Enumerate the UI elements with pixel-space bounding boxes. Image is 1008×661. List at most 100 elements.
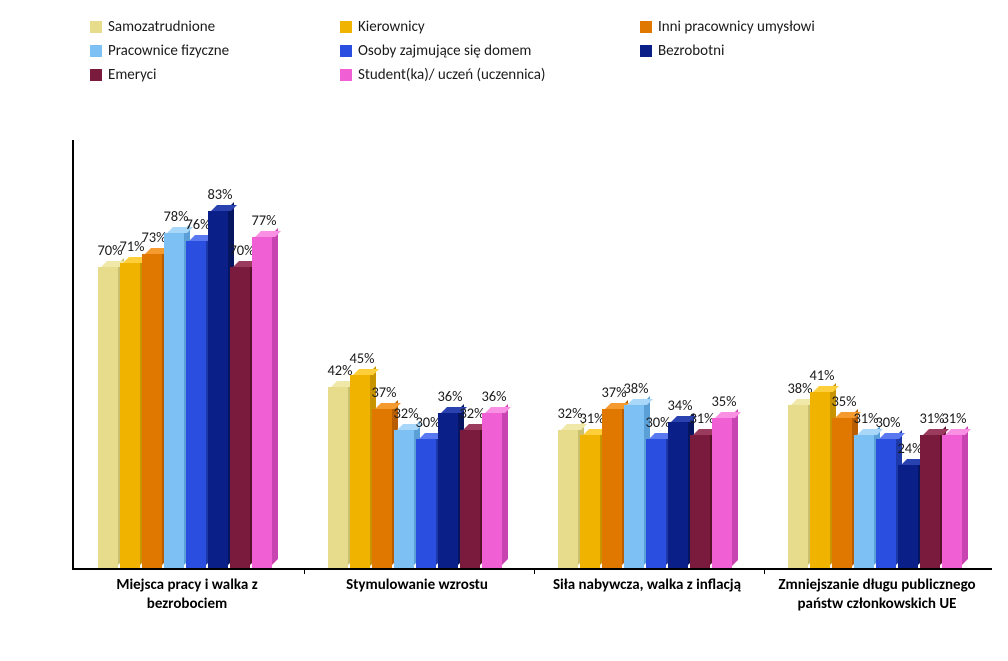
bar-face-front xyxy=(646,439,666,568)
bar-value-label: 35% xyxy=(703,392,745,410)
legend-item: Bezrobotni xyxy=(640,42,920,60)
bar: 31% xyxy=(580,435,600,568)
legend-swatch xyxy=(340,69,352,81)
bar-value-label: 36% xyxy=(473,387,515,405)
axis-tick xyxy=(304,568,305,574)
bar-face-front xyxy=(558,430,578,568)
bar: 30% xyxy=(416,439,436,568)
bar: 31% xyxy=(690,435,710,568)
bar-face-front xyxy=(810,392,830,568)
legend-swatch xyxy=(640,21,652,33)
bar: 31% xyxy=(920,435,940,568)
bar: 30% xyxy=(646,439,666,568)
axis-tick xyxy=(764,568,765,574)
legend-swatch xyxy=(640,45,652,57)
bar: 32% xyxy=(558,430,578,568)
chart-plot-area: 70%71%73%78%76%83%70%77%42%45%37%32%30%3… xyxy=(72,140,992,570)
bar-group: 42%45%37%32%30%36%32%36% xyxy=(314,140,544,568)
axis-tick xyxy=(534,568,535,574)
bar-face-front xyxy=(460,430,480,568)
bar-group: 70%71%73%78%76%83%70%77% xyxy=(84,140,314,568)
bar-face-front xyxy=(876,439,896,568)
bar-face-front xyxy=(328,387,348,568)
bar: 35% xyxy=(712,418,732,569)
bar: 34% xyxy=(668,422,688,568)
bar-value-label: 36% xyxy=(429,387,471,405)
bar-group: 38%41%35%31%30%24%31%31% xyxy=(774,140,1004,568)
bar-face-side xyxy=(272,228,278,565)
legend-label: Pracownice fizyczne xyxy=(108,42,229,60)
bar-value-label: 41% xyxy=(801,366,843,384)
legend-swatch xyxy=(340,21,352,33)
legend-swatch xyxy=(90,69,102,81)
bar-value-label: 77% xyxy=(243,211,285,229)
bar: 31% xyxy=(854,435,874,568)
bar-value-label: 37% xyxy=(363,383,405,401)
bar-face-front xyxy=(142,254,162,568)
bar-face-front xyxy=(350,375,370,569)
legend-swatch xyxy=(340,45,352,57)
bar: 41% xyxy=(810,392,830,568)
bar-face-front xyxy=(230,267,250,568)
legend-label: Kierownicy xyxy=(358,18,425,36)
bar-face-front xyxy=(252,237,272,568)
bar: 37% xyxy=(372,409,392,568)
bar-value-label: 45% xyxy=(341,349,383,367)
legend-item: Samozatrudnione xyxy=(90,18,330,36)
legend-item: Pracownice fizyczne xyxy=(90,42,330,60)
bar: 30% xyxy=(876,439,896,568)
legend: Samozatrudnione Kierownicy Inni pracownicy… xyxy=(90,18,950,84)
legend-label: Student(ka)/ uczeń (uczennica) xyxy=(358,66,545,84)
bar: 70% xyxy=(98,267,118,568)
bar: 73% xyxy=(142,254,162,568)
bar-face-front xyxy=(668,422,688,568)
x-axis-label: Zmniejszanie długu publicznego państw cz… xyxy=(762,576,992,614)
bar-face-side xyxy=(502,404,508,565)
bar: 76% xyxy=(186,241,206,568)
bar-face-front xyxy=(164,233,184,568)
bar-face-side xyxy=(962,426,968,565)
bar: 83% xyxy=(208,211,228,568)
bar-value-label: 35% xyxy=(823,392,865,410)
bar: 36% xyxy=(482,413,502,568)
bar: 36% xyxy=(438,413,458,568)
x-axis-label: Stymulowanie wzrostu xyxy=(302,576,532,614)
bar: 70% xyxy=(230,267,250,568)
bar-face-front xyxy=(854,435,874,568)
legend-item: Student(ka)/ uczeń (uczennica) xyxy=(340,66,630,84)
legend-label: Emeryci xyxy=(108,66,156,84)
bar-value-label: 31% xyxy=(933,409,975,427)
legend-label: Bezrobotni xyxy=(658,42,724,60)
legend-item: Emeryci xyxy=(90,66,330,84)
bar: 77% xyxy=(252,237,272,568)
x-axis-label: Siła nabywcza, walka z inflacją xyxy=(532,576,762,614)
bar: 35% xyxy=(832,418,852,569)
bar-face-front xyxy=(208,211,228,568)
bar-value-label: 30% xyxy=(867,413,909,431)
bar-face-front xyxy=(482,413,502,568)
bar: 24% xyxy=(898,465,918,568)
bar: 32% xyxy=(394,430,414,568)
bar-face-side xyxy=(732,409,738,566)
legend-label: Osoby zajmujące się domem xyxy=(358,42,531,60)
bar-value-label: 38% xyxy=(615,379,657,397)
bar-value-label: 83% xyxy=(199,185,241,203)
bar: 71% xyxy=(120,263,140,568)
bar-face-front xyxy=(98,267,118,568)
bar: 38% xyxy=(788,405,808,568)
bar: 45% xyxy=(350,375,370,569)
bar-face-front xyxy=(416,439,436,568)
bar: 42% xyxy=(328,387,348,568)
bar-face-front xyxy=(712,418,732,569)
bar: 78% xyxy=(164,233,184,568)
bar-face-front xyxy=(602,409,622,568)
bar-face-front xyxy=(120,263,140,568)
bar-face-front xyxy=(898,465,918,568)
bar-face-front xyxy=(438,413,458,568)
x-axis-labels: Miejsca pracy i walka z bezrobociemStymu… xyxy=(72,576,992,614)
legend-item: Osoby zajmujące się domem xyxy=(340,42,630,60)
legend-item: Inni pracownicy umysłowi xyxy=(640,18,920,36)
bar-face-front xyxy=(690,435,710,568)
bar-face-front xyxy=(788,405,808,568)
legend-item: Kierownicy xyxy=(340,18,630,36)
